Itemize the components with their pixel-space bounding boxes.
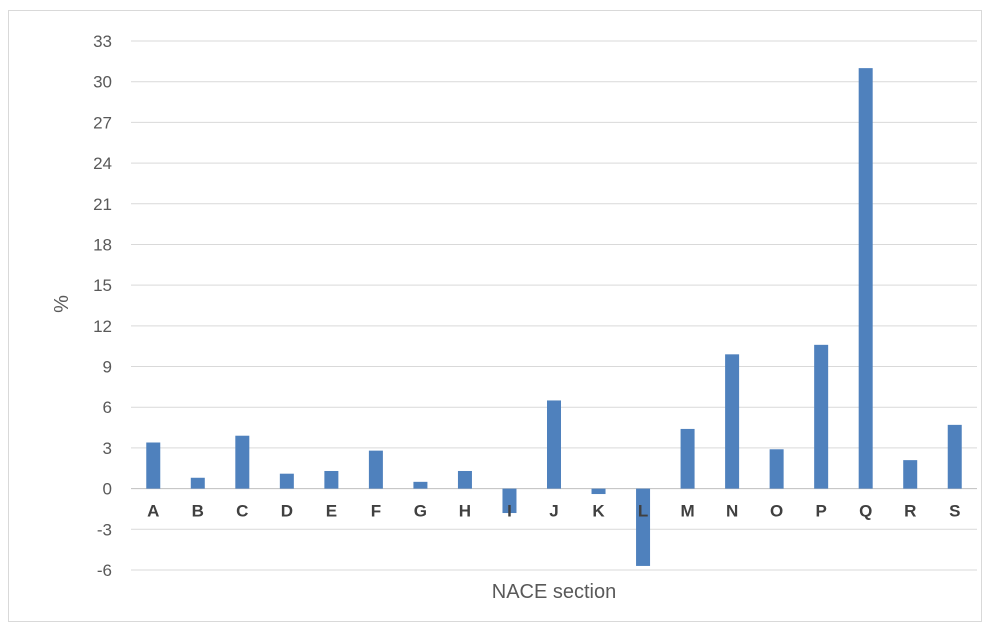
category-label-S: S bbox=[949, 502, 960, 521]
bar-S bbox=[947, 424, 962, 489]
y-tick-label: 12 bbox=[93, 317, 112, 336]
bar-N bbox=[725, 354, 740, 489]
x-axis-title: NACE section bbox=[492, 581, 617, 603]
bar-G bbox=[413, 481, 428, 489]
category-labels: A B C D E F G H I J K L M N O P Q R S bbox=[147, 502, 960, 521]
bar-Q bbox=[858, 68, 873, 489]
y-tick-label: -6 bbox=[97, 561, 112, 580]
bars bbox=[146, 68, 962, 566]
y-tick-label: 18 bbox=[93, 235, 112, 254]
y-tick-label: 0 bbox=[103, 480, 112, 499]
bar-O bbox=[769, 449, 784, 489]
y-tick-label: 6 bbox=[103, 398, 112, 417]
category-label-F: F bbox=[371, 502, 381, 521]
y-tick-label: 3 bbox=[103, 439, 112, 458]
category-label-J: J bbox=[549, 502, 558, 521]
y-tick-label: 9 bbox=[103, 358, 112, 377]
category-label-B: B bbox=[192, 502, 204, 521]
category-label-N: N bbox=[726, 502, 738, 521]
gridlines bbox=[131, 40, 977, 571]
bar-F bbox=[368, 450, 383, 489]
bar-K bbox=[591, 488, 606, 495]
category-label-K: K bbox=[592, 502, 605, 521]
category-label-P: P bbox=[815, 502, 826, 521]
y-axis-title: % bbox=[51, 295, 73, 313]
category-label-L: L bbox=[638, 502, 648, 521]
category-label-G: G bbox=[414, 502, 427, 521]
bar-J bbox=[547, 400, 561, 489]
bar-D bbox=[279, 473, 294, 489]
bar-I bbox=[502, 488, 517, 514]
category-label-D: D bbox=[281, 502, 293, 521]
bar-B bbox=[190, 477, 205, 489]
bar-L bbox=[636, 488, 651, 566]
y-tick-label: 30 bbox=[93, 73, 112, 92]
category-label-C: C bbox=[236, 502, 248, 521]
category-label-A: A bbox=[147, 502, 159, 521]
bar-H bbox=[457, 470, 472, 489]
y-tick-label: 24 bbox=[93, 154, 112, 173]
bar-M bbox=[680, 428, 695, 489]
category-label-H: H bbox=[459, 502, 471, 521]
category-label-I: I bbox=[507, 502, 512, 521]
bar-R bbox=[903, 460, 918, 489]
bar-C bbox=[235, 435, 250, 489]
y-tick-label: 21 bbox=[93, 195, 112, 214]
y-tick-label: 15 bbox=[93, 276, 112, 295]
bar-P bbox=[814, 344, 829, 489]
category-label-M: M bbox=[680, 502, 694, 521]
chart-area bbox=[8, 10, 982, 622]
category-label-E: E bbox=[326, 502, 337, 521]
category-label-Q: Q bbox=[859, 502, 872, 521]
category-label-R: R bbox=[904, 502, 916, 521]
bar-E bbox=[324, 470, 339, 489]
bar-A bbox=[146, 442, 161, 489]
y-tick-label: -3 bbox=[97, 520, 112, 539]
y-tick-label: 33 bbox=[93, 32, 112, 51]
category-label-O: O bbox=[770, 502, 783, 521]
y-tick-label: 27 bbox=[93, 113, 112, 132]
